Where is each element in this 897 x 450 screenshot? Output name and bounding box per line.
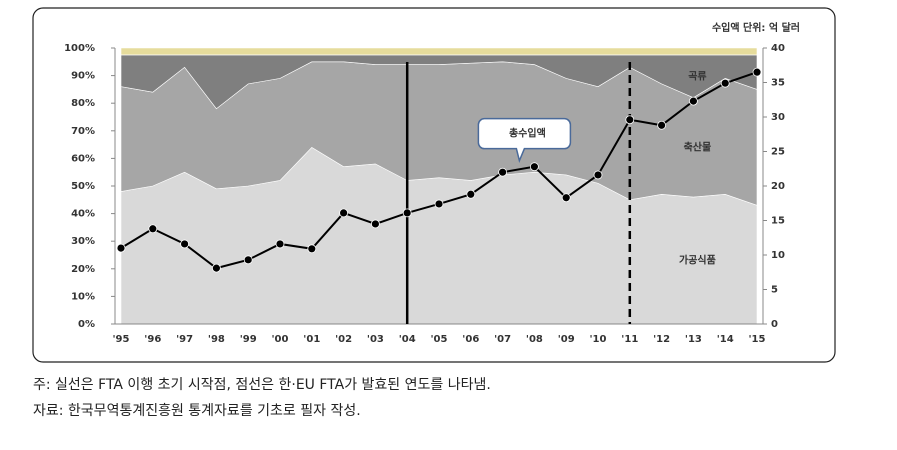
y2-tick-label: 20 <box>771 181 785 192</box>
x-tick-label: '10 <box>590 334 607 345</box>
x-tick-label: '98 <box>208 334 225 345</box>
y-tick-label: 100% <box>64 43 95 54</box>
y2-tick-label: 35 <box>771 78 785 89</box>
point <box>402 208 412 218</box>
x-tick-label: '06 <box>462 334 479 345</box>
point <box>466 189 476 199</box>
x-tick-label: '02 <box>335 334 352 345</box>
point <box>243 255 253 265</box>
y2-tick-label: 15 <box>771 216 785 227</box>
point <box>530 162 539 172</box>
x-tick-label: '99 <box>240 334 257 345</box>
x-tick-label: '97 <box>176 334 193 345</box>
point <box>561 193 571 203</box>
y-tick-label: 70% <box>71 126 95 137</box>
point <box>211 263 221 273</box>
point <box>498 167 508 177</box>
y-tick-label: 30% <box>71 236 95 247</box>
y-tick-label: 80% <box>71 98 95 109</box>
callout <box>477 117 572 164</box>
y2-tick-label: 0 <box>771 319 778 330</box>
y2-tick-label: 30 <box>771 112 785 123</box>
area-label: 축산물 <box>684 140 712 153</box>
y-tick-label: 40% <box>71 209 95 220</box>
x-tick-label: '13 <box>685 334 702 345</box>
point <box>752 67 762 77</box>
x-tick-label: '05 <box>431 334 448 345</box>
footnote: 주: 실선은 FTA 이행 초기 시작점, 점선은 한·EU FTA가 발효된 … <box>33 377 491 393</box>
y2-tick-label: 5 <box>771 285 778 296</box>
x-tick-label: '95 <box>113 334 130 345</box>
x-tick-label: '04 <box>399 334 416 345</box>
point <box>275 239 285 249</box>
chart: 수입액 단위: 억 달러 0% 10% 20% 30% 40% 50% 60% 70% 80% 9… <box>32 7 836 363</box>
y-tick-label: 10% <box>71 291 95 302</box>
x-tick-label: '15 <box>749 334 766 345</box>
y2-axis-label: 수입액 단위: 억 달러 <box>712 21 800 34</box>
y-tick-label: 50% <box>71 181 95 192</box>
x-tick-label: '07 <box>494 334 511 345</box>
point <box>116 243 126 253</box>
area-label: 곡류 <box>688 70 706 82</box>
y-tick-label: 60% <box>71 153 95 164</box>
point <box>307 244 317 254</box>
x-tick-label: '09 <box>558 334 575 345</box>
x-tick-label: '08 <box>526 334 543 345</box>
point <box>720 78 730 88</box>
footnote: 자료: 한국무역통계진흥원 통계자료를 기초로 필자 작성. <box>33 403 361 419</box>
x-tick-label: '14 <box>717 334 734 345</box>
area <box>120 47 758 56</box>
y2-tick-label: 25 <box>771 147 785 158</box>
x-tick-label: '12 <box>653 334 670 345</box>
x-tick-label: '03 <box>367 334 384 345</box>
x-tick-label: '11 <box>621 334 638 345</box>
y2-tick-label: 40 <box>771 43 785 54</box>
callout-label: 총수입액 <box>509 127 546 140</box>
point <box>593 170 603 180</box>
point <box>625 115 635 125</box>
point <box>657 120 666 130</box>
point <box>434 199 444 209</box>
x-tick-label: '00 <box>272 334 289 345</box>
y-tick-label: 90% <box>71 71 95 82</box>
y-tick-label: 20% <box>71 264 95 275</box>
point <box>370 219 380 229</box>
point <box>689 96 698 106</box>
x-tick-label: '01 <box>303 334 320 345</box>
point <box>148 224 158 234</box>
point <box>339 208 349 218</box>
x-tick-label: '96 <box>144 334 161 345</box>
point <box>180 239 190 249</box>
area-label: 가공식품 <box>679 254 716 267</box>
y-tick-label: 0% <box>78 319 95 330</box>
y2-tick-label: 10 <box>771 250 785 261</box>
